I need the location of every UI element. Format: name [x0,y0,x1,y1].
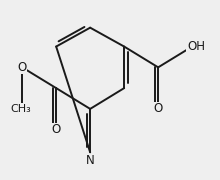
Text: O: O [51,123,61,136]
Text: N: N [86,154,95,167]
Text: O: O [18,61,27,74]
Text: CH₃: CH₃ [10,104,31,114]
Text: O: O [154,102,163,115]
Text: OH: OH [187,40,205,53]
